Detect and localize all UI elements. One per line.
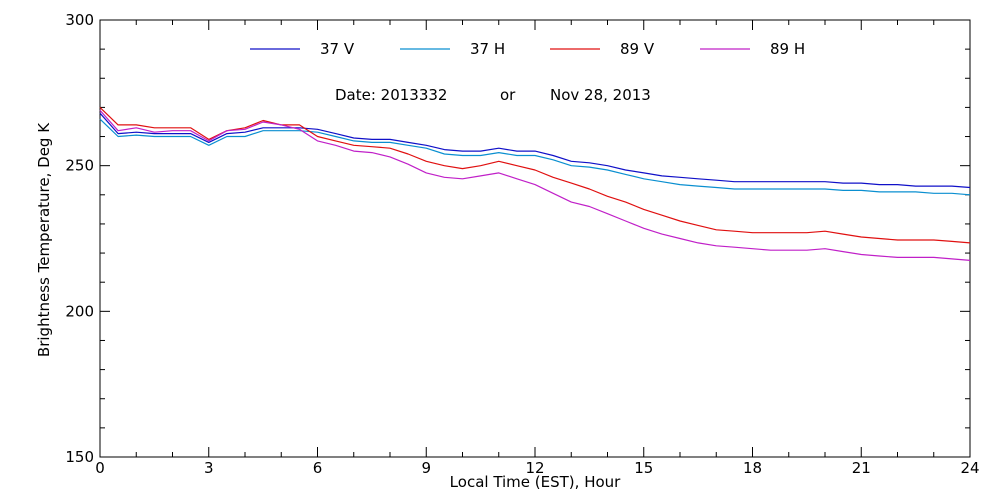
legend-entry-label: 89 V (620, 40, 655, 58)
plot-border (99, 19, 971, 458)
x-tick-label: 24 (960, 459, 979, 477)
series-line-89-v (99, 106, 971, 244)
x-tick-label: 3 (204, 459, 214, 477)
series-lines (99, 106, 971, 261)
axis-ticks (99, 19, 971, 458)
legend: 37 V 37 H 89 V 89 H (250, 40, 805, 58)
x-axis-title: Local Time (EST), Hour (450, 473, 621, 491)
x-tick-label: 12 (525, 459, 544, 477)
series-line-37-v (99, 112, 971, 189)
x-tick-label: 6 (313, 459, 323, 477)
plot-frame (99, 19, 971, 458)
date-text: Nov 28, 2013 (550, 86, 651, 104)
x-tick-label: 15 (634, 459, 653, 477)
x-tick-label: 0 (95, 459, 105, 477)
y-tick-label: 150 (65, 448, 94, 466)
series-line-89-h (99, 109, 971, 261)
x-tick-label: 21 (852, 459, 871, 477)
date-label: Date: 2013332 (335, 86, 447, 104)
x-tick-label: 18 (743, 459, 762, 477)
legend-entry-label: 89 H (770, 40, 805, 58)
legend-entry-label: 37 H (470, 40, 505, 58)
y-tick-label: 200 (65, 302, 94, 320)
y-tick-label: 300 (65, 11, 94, 29)
y-tick-label: 250 (65, 157, 94, 175)
y-axis-title: Brightness Temperature, Deg K (35, 122, 53, 357)
series-line-37-h (99, 118, 971, 196)
legend-entry-label: 37 V (320, 40, 355, 58)
axis-tick-labels: 0 3 6 9 12 15 18 21 24 150 200 250 300 (65, 11, 979, 477)
x-tick-label: 9 (421, 459, 431, 477)
or-label: or (500, 86, 516, 104)
